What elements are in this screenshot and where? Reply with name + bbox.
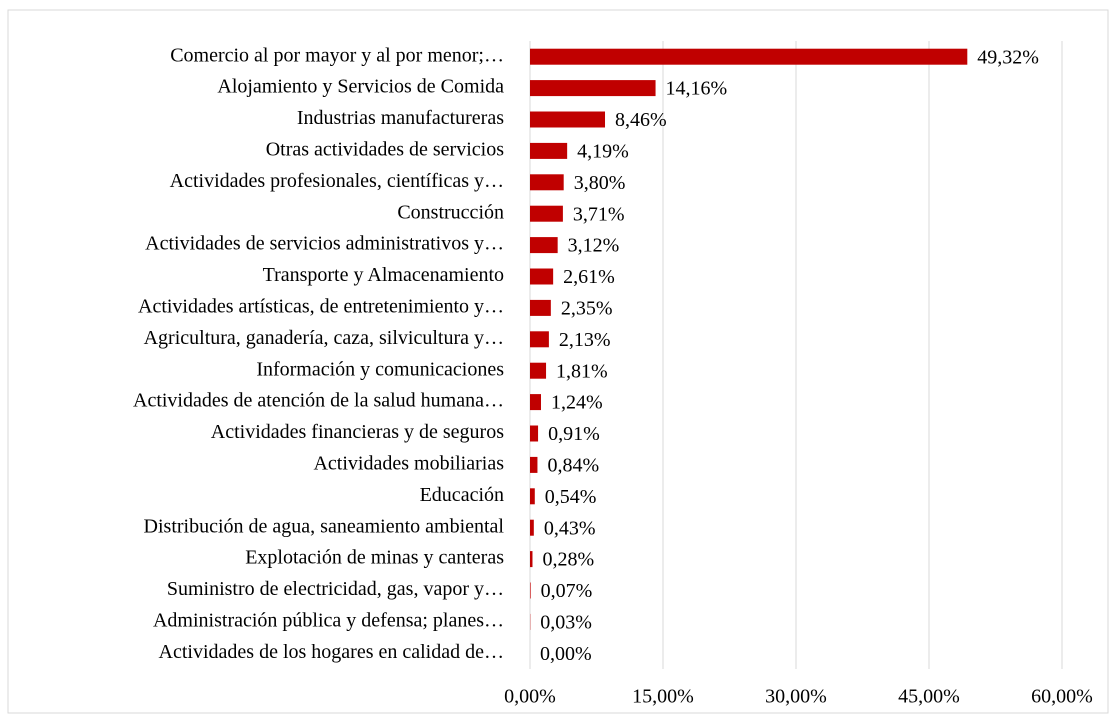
y-tick-label: Actividades de servicios administrativos…	[145, 233, 504, 255]
value-label: 2,35%	[561, 297, 613, 319]
y-tick-label: Otras actividades de servicios	[266, 138, 504, 160]
y-tick-label: Actividades de los hogares en calidad de…	[159, 641, 504, 663]
bar	[530, 268, 554, 285]
y-tick-label: Alojamiento y Servicios de Comida	[217, 76, 504, 98]
bar	[530, 299, 551, 316]
value-label: 0,91%	[548, 423, 600, 445]
value-label: 3,80%	[574, 172, 626, 194]
y-tick-label: Comercio al por mayor y al por menor;…	[170, 44, 504, 66]
chart-border	[7, 9, 1109, 714]
value-label: 2,61%	[563, 266, 615, 288]
y-tick-label: Construcción	[397, 201, 504, 223]
bar	[530, 331, 549, 348]
value-label: 2,13%	[559, 329, 611, 351]
bar	[530, 48, 968, 65]
value-label: 0,54%	[545, 486, 597, 508]
y-tick-label: Administración pública y defensa; planes…	[153, 609, 504, 631]
bar	[530, 582, 531, 599]
value-label: 0,28%	[542, 549, 594, 571]
bar	[530, 111, 606, 128]
bar	[530, 237, 558, 254]
x-tick-label: 45,00%	[898, 686, 960, 708]
y-tick-label: Transporte y Almacenamiento	[263, 264, 504, 286]
bar	[530, 425, 539, 442]
bar	[530, 488, 535, 505]
value-label: 0,84%	[547, 454, 599, 476]
bar	[530, 519, 534, 536]
bar	[530, 142, 568, 159]
bar	[530, 205, 563, 222]
x-tick-label: 60,00%	[1031, 686, 1093, 708]
value-label: 0,07%	[541, 580, 593, 602]
value-label: 0,43%	[544, 517, 596, 539]
value-label: 4,19%	[577, 140, 629, 162]
y-tick-label: Actividades de atención de la salud huma…	[133, 390, 504, 412]
y-tick-label: Suministro de electricidad, gas, vapor y…	[167, 578, 504, 600]
bar	[530, 174, 564, 191]
x-tick-label: 15,00%	[632, 686, 694, 708]
y-tick-label: Actividades profesionales, científicas y…	[170, 170, 504, 192]
y-tick-label: Información y comunicaciones	[256, 358, 504, 380]
bar	[530, 394, 541, 411]
y-tick-label: Actividades artísticas, de entretenimien…	[138, 295, 504, 317]
y-tick-label: Actividades mobiliarias	[313, 452, 504, 474]
value-label: 3,71%	[573, 203, 625, 225]
value-label: 0,03%	[540, 611, 592, 633]
y-tick-label: Distribución de agua, saneamiento ambien…	[144, 515, 505, 537]
y-tick-label: Industrias manufactureras	[297, 107, 504, 129]
value-label: 0,00%	[540, 643, 592, 665]
value-label: 3,12%	[568, 235, 620, 257]
bar	[530, 456, 538, 473]
value-label: 8,46%	[615, 109, 667, 131]
value-label: 14,16%	[666, 78, 728, 100]
value-label: 49,32%	[977, 46, 1039, 68]
y-tick-label: Educación	[420, 484, 504, 506]
x-tick-label: 30,00%	[765, 686, 827, 708]
value-label: 1,81%	[556, 360, 608, 382]
y-tick-label: Explotación de minas y canteras	[245, 547, 504, 569]
value-label: 1,24%	[551, 392, 603, 414]
y-tick-label: Agricultura, ganadería, caza, silvicultu…	[144, 327, 504, 349]
x-tick-label: 0,00%	[504, 686, 556, 708]
y-tick-label: Actividades financieras y de seguros	[211, 421, 504, 443]
bar	[530, 362, 547, 379]
bar	[530, 80, 656, 97]
bar	[530, 551, 533, 568]
